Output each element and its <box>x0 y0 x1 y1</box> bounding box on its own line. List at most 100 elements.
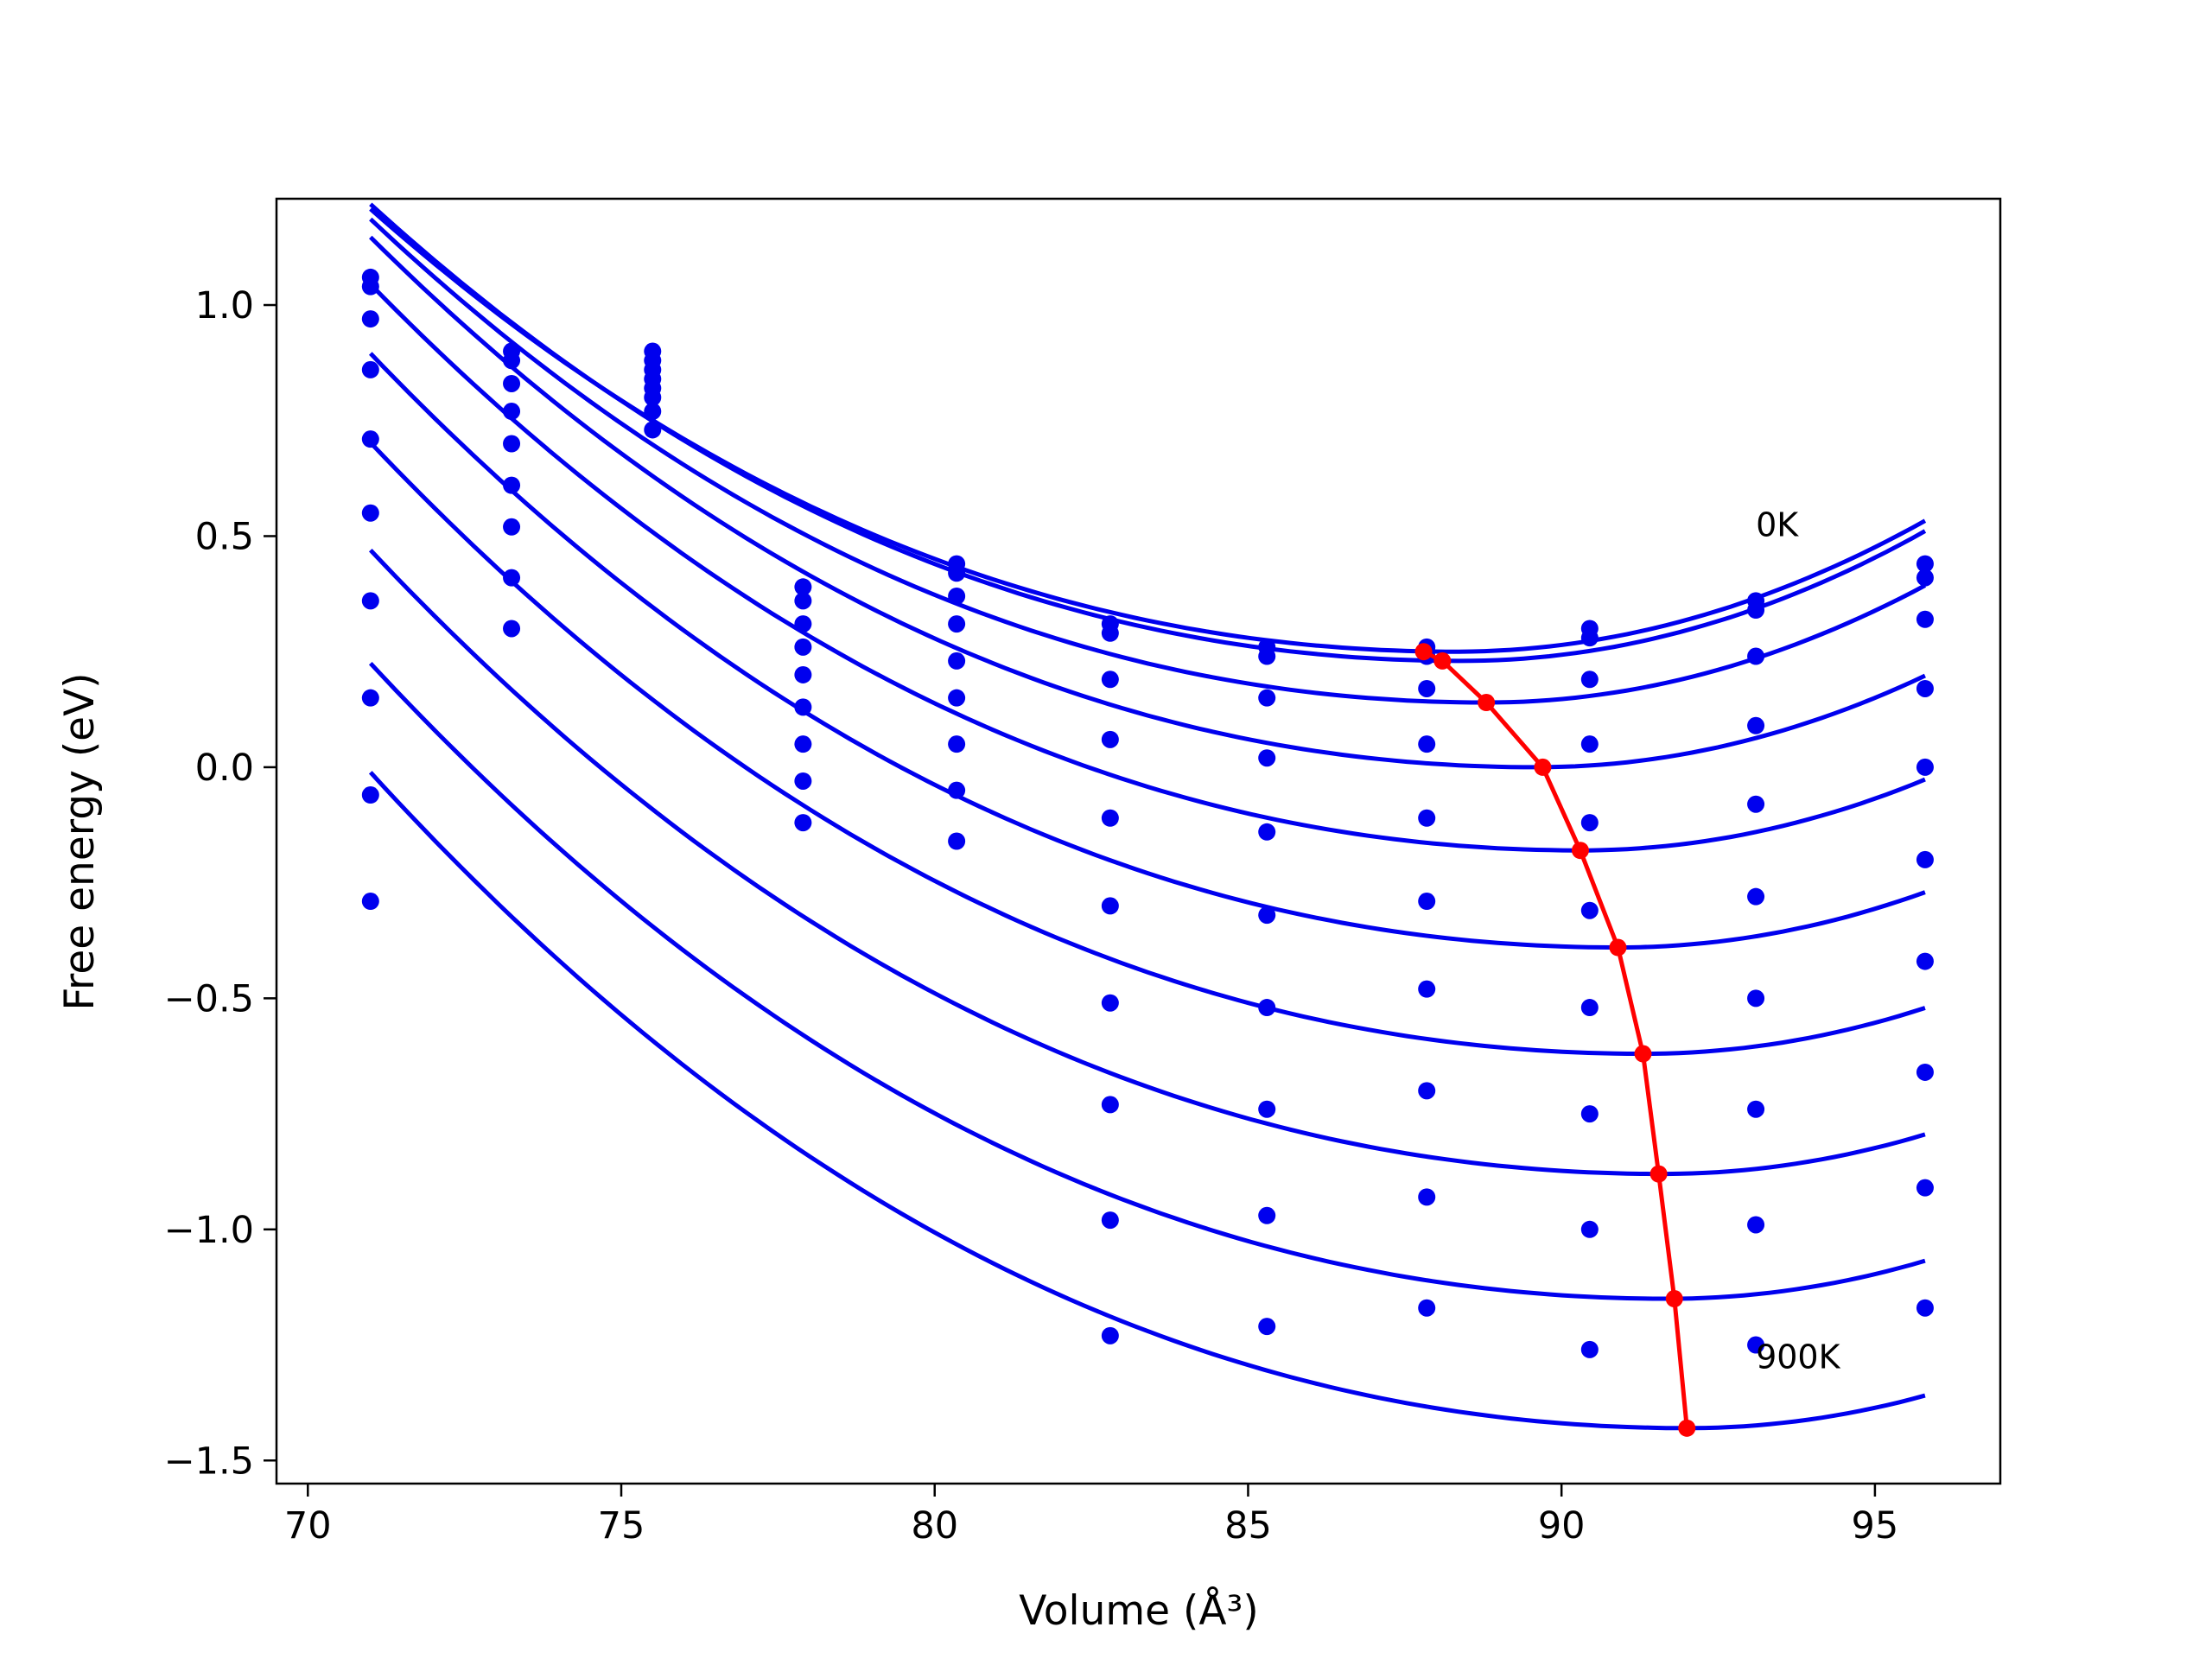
data-point <box>1580 999 1599 1017</box>
data-point <box>361 893 379 911</box>
data-point <box>1747 887 1765 906</box>
data-point <box>1580 901 1599 919</box>
y-tick-label: −0.5 <box>164 977 254 1020</box>
data-point <box>1418 679 1436 697</box>
data-point <box>794 615 812 633</box>
minimum-point <box>1414 643 1433 661</box>
data-point <box>1258 1318 1276 1336</box>
data-point <box>948 781 966 799</box>
fit-curve-4 <box>369 283 1926 853</box>
data-point <box>1101 624 1119 642</box>
data-point <box>1101 994 1119 1012</box>
annotations: 0K 900K <box>1756 505 1841 1376</box>
data-point <box>1916 1179 1934 1197</box>
data-point <box>1258 689 1276 707</box>
data-point <box>1916 1299 1934 1317</box>
data-point <box>1916 569 1934 587</box>
data-point <box>1258 906 1276 925</box>
data-point <box>1747 647 1765 665</box>
data-point <box>1258 1100 1276 1118</box>
fit-curve-5 <box>368 352 1926 950</box>
data-point <box>1258 1206 1276 1224</box>
data-point <box>503 435 521 453</box>
data-point <box>503 352 521 370</box>
data-point <box>1916 679 1934 697</box>
data-point <box>503 403 521 421</box>
data-point <box>1101 671 1119 689</box>
data-point <box>1101 1326 1119 1344</box>
fit-curve-1 <box>369 202 1927 664</box>
data-point <box>1580 1340 1599 1358</box>
data-point <box>1258 647 1276 665</box>
data-point <box>1916 850 1934 868</box>
data-point <box>794 735 812 753</box>
data-point <box>1418 893 1436 911</box>
data-point <box>1580 629 1599 647</box>
data-point <box>1580 814 1599 832</box>
data-point <box>361 504 379 522</box>
x-tick-label: 80 <box>911 1504 958 1548</box>
data-point <box>1418 809 1436 827</box>
y-tick-label: 0.0 <box>195 747 254 790</box>
plot-frame <box>275 197 2002 1485</box>
data-point <box>1418 735 1436 753</box>
annotation-1: 900K <box>1756 1338 1841 1376</box>
fit-curve-2 <box>369 217 1927 705</box>
data-point <box>948 652 966 670</box>
minimum-point <box>1571 842 1589 860</box>
data-point <box>1418 980 1436 998</box>
data-point <box>1747 795 1765 813</box>
fit-curve-3 <box>369 235 1926 770</box>
data-point <box>1747 1216 1765 1234</box>
minimum-point <box>1634 1045 1652 1063</box>
data-point <box>948 615 966 633</box>
data-point <box>503 476 521 494</box>
data-point <box>948 564 966 582</box>
x-tick-label: 75 <box>598 1504 645 1548</box>
data-point <box>794 814 812 832</box>
data-point <box>794 592 812 610</box>
data-point <box>1747 1100 1765 1118</box>
fit-curve-9 <box>368 771 1926 1431</box>
data-point <box>1418 1188 1436 1206</box>
data-point <box>361 310 379 328</box>
data-point <box>503 374 521 392</box>
axis-ticks: 70 75 80 85 90 95 1.0 0.5 0.0 −0.5 −1.0 −1.5 <box>164 284 1899 1548</box>
data-point <box>1916 610 1934 628</box>
minimum-point <box>1649 1165 1668 1183</box>
minimum-point <box>1478 694 1496 712</box>
data-point <box>794 578 812 596</box>
x-axis-label: Volume (Å³) <box>1019 1587 1258 1635</box>
data-point <box>1418 1082 1436 1100</box>
data-point <box>1580 671 1599 689</box>
minimum-point <box>1665 1290 1683 1308</box>
data-point <box>1580 735 1599 753</box>
data-point <box>1580 1220 1599 1238</box>
y-tick-label: −1.5 <box>164 1440 254 1483</box>
data-point <box>1258 749 1276 767</box>
data-point <box>644 389 662 407</box>
y-tick-label: 0.5 <box>195 515 254 558</box>
data-point <box>503 518 521 536</box>
data-point <box>1747 1336 1765 1354</box>
data-point <box>361 786 379 804</box>
data-point <box>1101 730 1119 748</box>
data-point <box>1101 897 1119 915</box>
data-point <box>948 689 966 707</box>
data-point <box>794 638 812 656</box>
data-point <box>1916 555 1934 573</box>
data-point <box>361 592 379 610</box>
data-point <box>794 665 812 683</box>
data-point <box>1101 1211 1119 1230</box>
minimum-point <box>1678 1419 1696 1437</box>
data-point <box>794 698 812 716</box>
data-point <box>361 360 379 378</box>
data-point <box>1916 1063 1934 1081</box>
minimum-point <box>1433 652 1452 670</box>
data-point <box>361 277 379 296</box>
data-point <box>794 772 812 790</box>
data-point <box>1101 809 1119 827</box>
data-point <box>948 832 966 850</box>
